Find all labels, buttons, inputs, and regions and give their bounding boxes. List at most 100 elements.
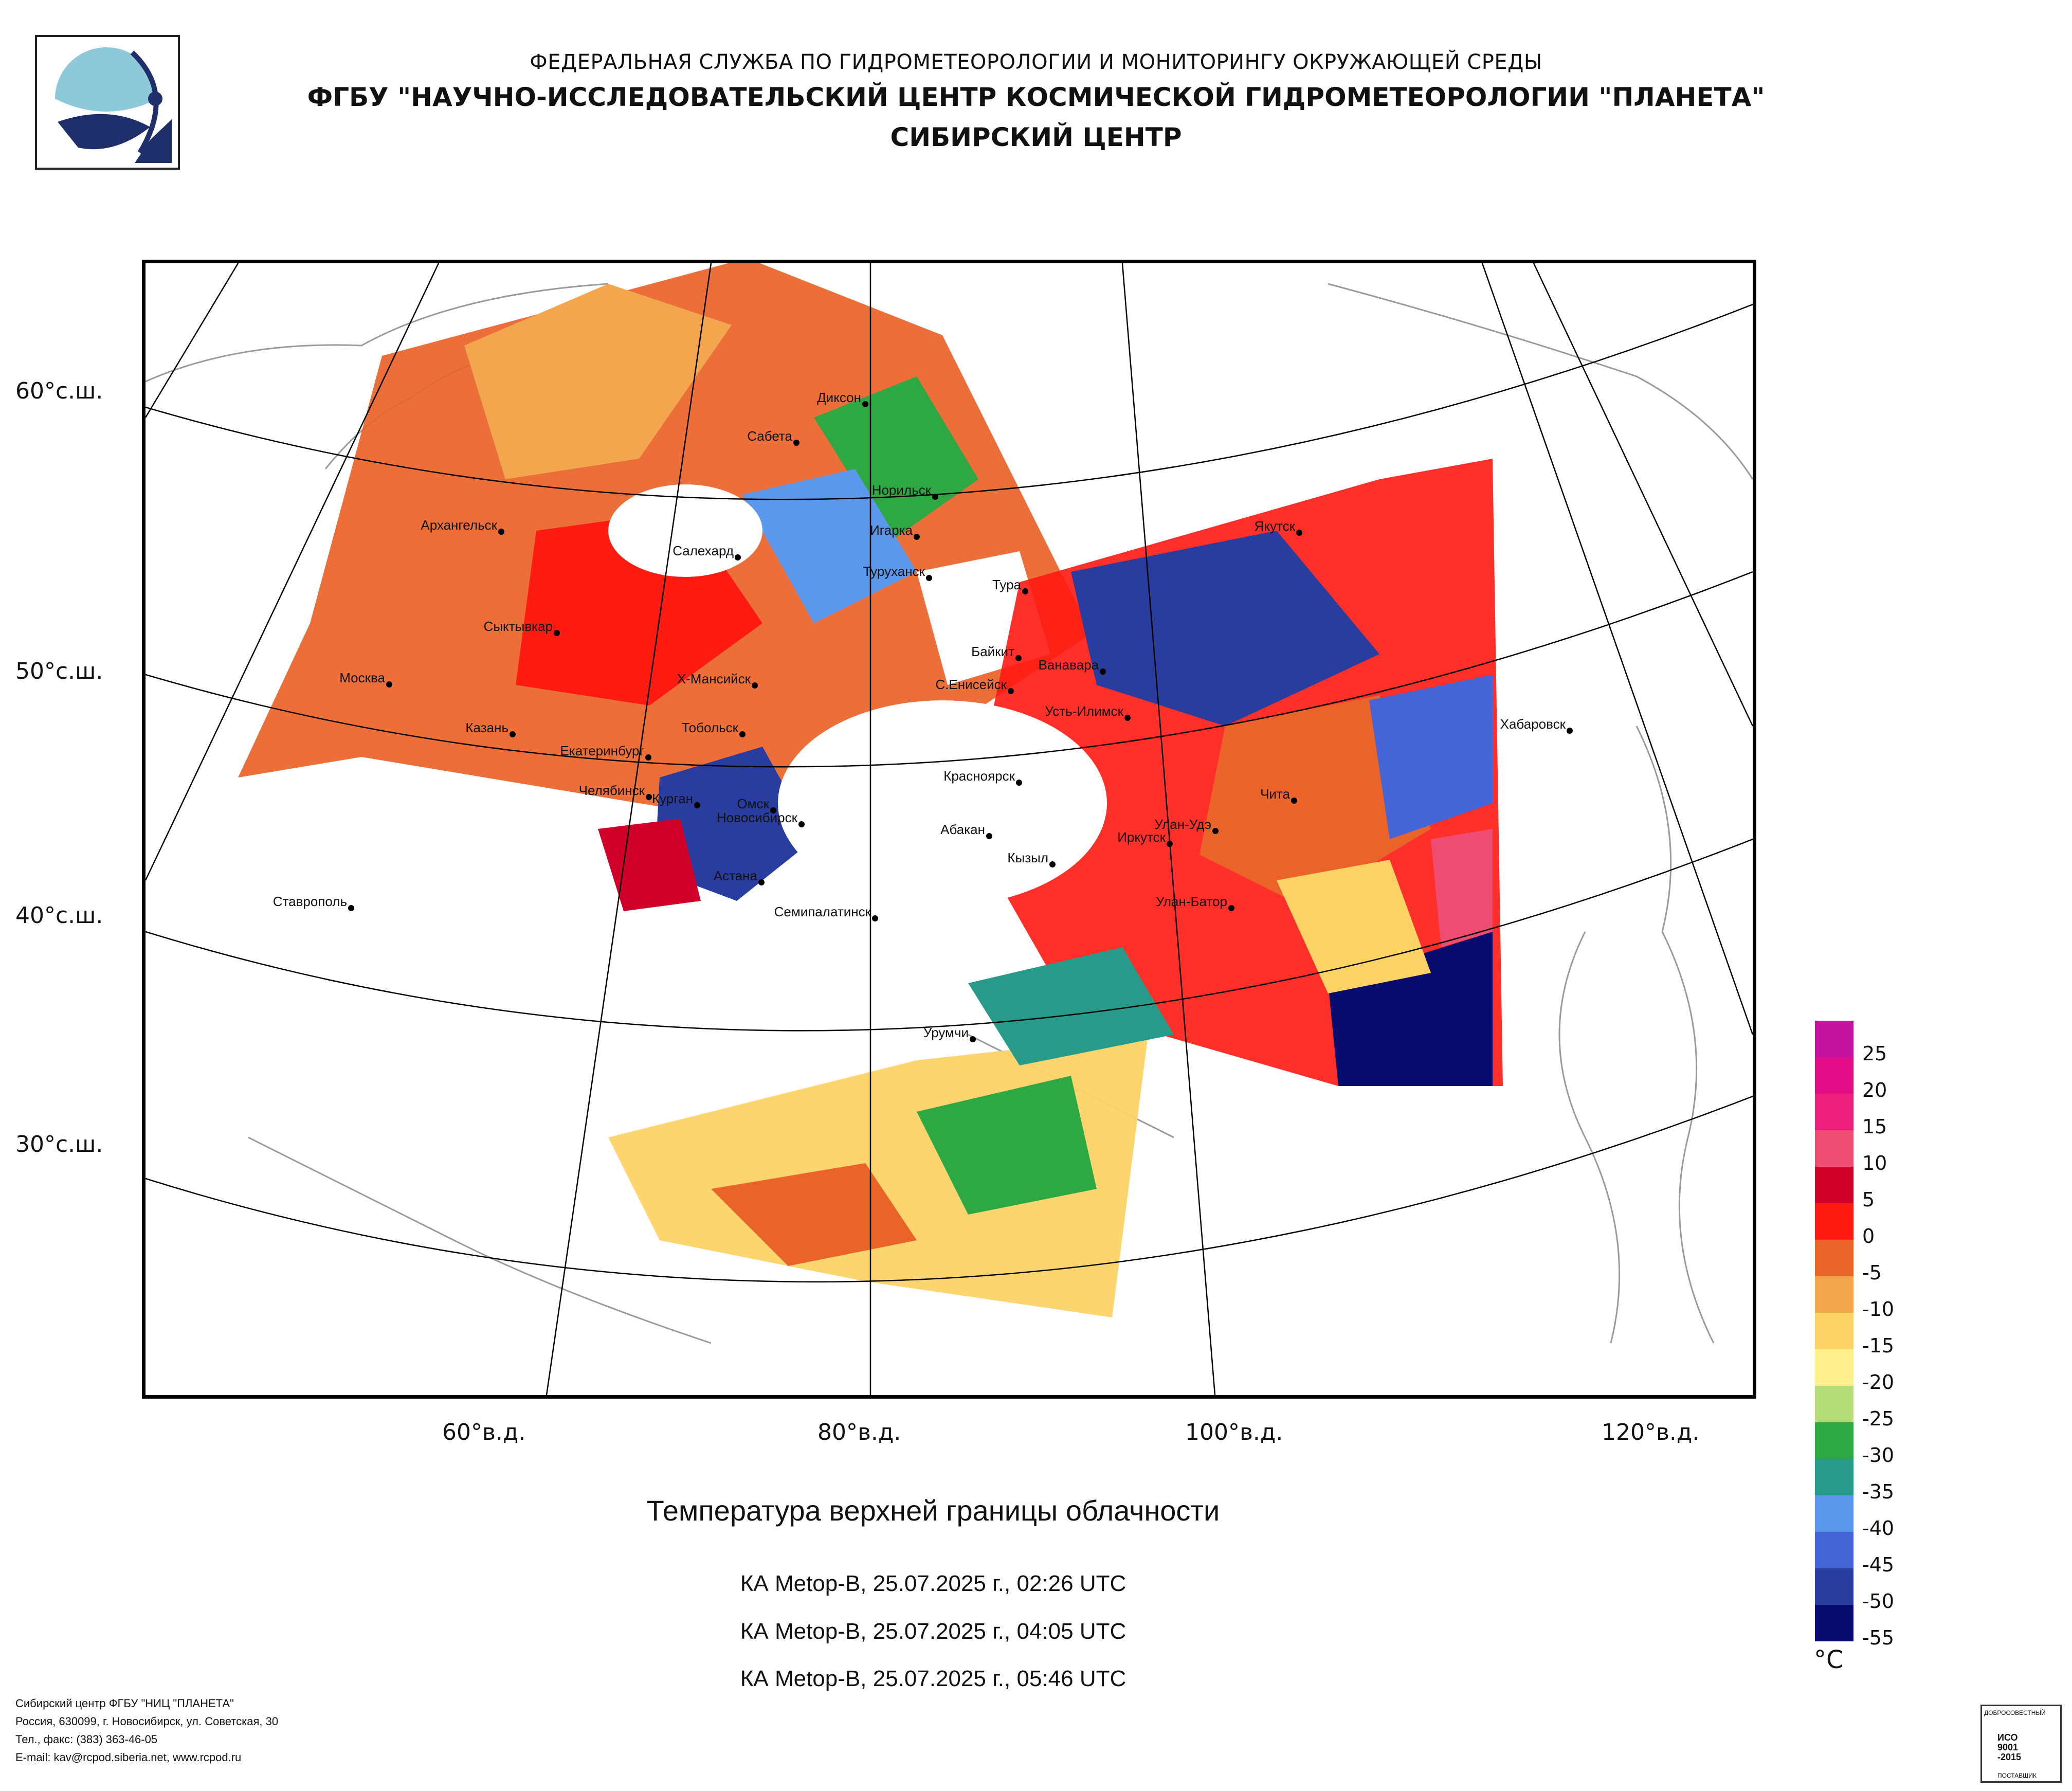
city-label: Якутск	[1255, 518, 1296, 534]
city-label: Архангельск	[421, 517, 497, 533]
legend-tick-label: -20	[1862, 1371, 1895, 1394]
city-dot	[970, 1036, 976, 1042]
legend-swatch	[1815, 1495, 1853, 1532]
cert-bottom-label: ПОСТАВЩИК	[1997, 1772, 2037, 1779]
city-label: Улан-Удэ	[1154, 817, 1211, 832]
legend-tick-label: -40	[1862, 1517, 1895, 1540]
legend-swatch	[1815, 1605, 1853, 1641]
city-dot	[758, 879, 765, 885]
city-dot	[932, 494, 938, 500]
city-dot	[1212, 828, 1219, 834]
footer-address: Россия, 630099, г. Новосибирск, ул. Сове…	[15, 1715, 279, 1728]
city-label: Хабаровск	[1500, 716, 1566, 732]
legend-swatch	[1815, 1240, 1853, 1276]
legend-swatch	[1815, 1349, 1853, 1386]
lat-label-50: 50°с.ш.	[15, 658, 103, 684]
city-dot	[1008, 688, 1014, 694]
city-label: Туруханск	[863, 564, 925, 579]
legend-tick-label: 0	[1862, 1225, 1875, 1247]
city-dot	[1022, 588, 1028, 594]
city-dot	[798, 821, 805, 827]
city-dot	[510, 731, 516, 737]
city-dot	[1124, 715, 1131, 721]
legend-swatch	[1815, 1422, 1853, 1459]
city-dot	[872, 915, 878, 921]
legend-unit: °C	[1814, 1645, 1844, 1674]
footer-org: Сибирский центр ФГБУ "НИЦ "ПЛАНЕТА"	[15, 1697, 234, 1710]
header-institute: ФГБУ "НАУЧНО-ИССЛЕДОВАТЕЛЬСКИЙ ЦЕНТР КОС…	[307, 82, 1765, 112]
city-label: Чита	[1260, 786, 1290, 802]
lon-label-100: 100°в.д.	[1185, 1419, 1283, 1445]
city-label: Курган	[652, 791, 693, 806]
legend-tick-label: -55	[1862, 1626, 1895, 1649]
legend-tick-label: -5	[1862, 1261, 1882, 1284]
cert-line-1: ИСО	[1997, 1732, 2018, 1743]
footer-phone: Тел., факс: (383) 363-46-05	[15, 1733, 158, 1746]
lon-label-80: 80°в.д.	[817, 1419, 901, 1445]
product-title: Температура верхней границы облачности	[646, 1494, 1220, 1527]
legend-tick-label: 25	[1862, 1042, 1887, 1065]
iso-certificate-badge: ДОБРОСОВЕСТНЫЙ ИСО 9001 -2015 ПОСТАВЩИК	[1980, 1705, 2062, 1783]
city-markers: Диксон Сабета Норильск Архангельск Игарка Сал…	[273, 390, 1573, 1042]
legend-tick-label: 5	[1862, 1188, 1875, 1211]
city-label: Екатеринбург	[560, 743, 644, 758]
legend-tick-label: -25	[1862, 1407, 1895, 1430]
header-center: СИБИРСКИЙ ЦЕНТР	[890, 122, 1182, 152]
legend-tick-label: 20	[1862, 1079, 1887, 1101]
legend-swatch	[1815, 1167, 1853, 1203]
city-dot	[752, 682, 758, 689]
legend-swatch	[1815, 1386, 1853, 1422]
city-label: Урумчи	[923, 1025, 969, 1040]
city-label: Новосибирск	[717, 810, 798, 825]
legend-tick-label: -10	[1862, 1298, 1895, 1320]
city-label: Байкит	[971, 644, 1014, 659]
city-label: Москва	[339, 670, 385, 685]
city-label: С.Енисейск	[935, 677, 1007, 692]
city-dot	[1167, 841, 1173, 847]
cert-line-3: -2015	[1997, 1752, 2022, 1762]
cert-line-2: 9001	[1997, 1742, 2019, 1752]
city-label: Ванавара	[1038, 657, 1099, 673]
city-dot	[1291, 798, 1297, 804]
city-dot	[739, 731, 746, 737]
legend-tick-label: -30	[1862, 1444, 1895, 1467]
legend-tick-label: -15	[1862, 1334, 1895, 1357]
lat-label-60: 60°с.ш.	[15, 378, 103, 404]
city-dot	[793, 440, 799, 446]
city-label: Улан-Батор	[1156, 894, 1227, 909]
city-label: Тобольск	[682, 720, 739, 735]
city-label: Салехард	[673, 543, 734, 558]
city-dot	[986, 833, 992, 839]
planeta-logo-icon	[35, 35, 180, 170]
city-dot	[735, 554, 741, 560]
pass-line-3: КА Metop-B, 25.07.2025 г., 05:46 UTC	[740, 1666, 1126, 1691]
city-dot	[1015, 655, 1022, 661]
legend-tick-label: -45	[1862, 1553, 1895, 1576]
footer-email: E-mail: kav@rcpod.siberia.net, www.rcpod…	[15, 1751, 242, 1764]
city-label: Х-Мансийск	[677, 671, 751, 686]
city-dot	[498, 529, 504, 535]
city-label: Диксон	[817, 390, 861, 405]
pass-line-1: КА Metop-B, 25.07.2025 г., 02:26 UTC	[740, 1571, 1126, 1596]
city-label: Ставрополь	[273, 894, 347, 909]
city-label: Усть-Илимск	[1045, 703, 1123, 719]
city-dot	[1049, 861, 1056, 867]
city-dot	[1228, 905, 1234, 911]
legend-swatch	[1815, 1459, 1853, 1495]
legend-swatch	[1815, 1021, 1853, 1057]
map-canvas: Диксон Сабета Норильск Архангельск Игарка Сал…	[146, 263, 1753, 1395]
city-label: Семипалатинск	[774, 904, 871, 919]
legend-swatch	[1815, 1532, 1853, 1568]
city-dot	[1296, 530, 1302, 536]
city-label: Сабета	[747, 428, 792, 444]
cert-top-label: ДОБРОСОВЕСТНЫЙ	[1984, 1709, 2046, 1716]
cert-standard: ИСО 9001 -2015	[1997, 1733, 2021, 1762]
city-dot	[348, 905, 354, 911]
city-dot	[926, 575, 932, 581]
city-dot	[554, 630, 560, 636]
lat-label-30: 30°с.ш.	[15, 1131, 103, 1157]
legend-swatch	[1815, 1313, 1853, 1349]
cloud-top-temperature-map: Диксон Сабета Норильск Архангельск Игарка Сал…	[142, 260, 1756, 1399]
legend-tick-label: 10	[1862, 1152, 1887, 1174]
city-dot	[386, 681, 392, 688]
